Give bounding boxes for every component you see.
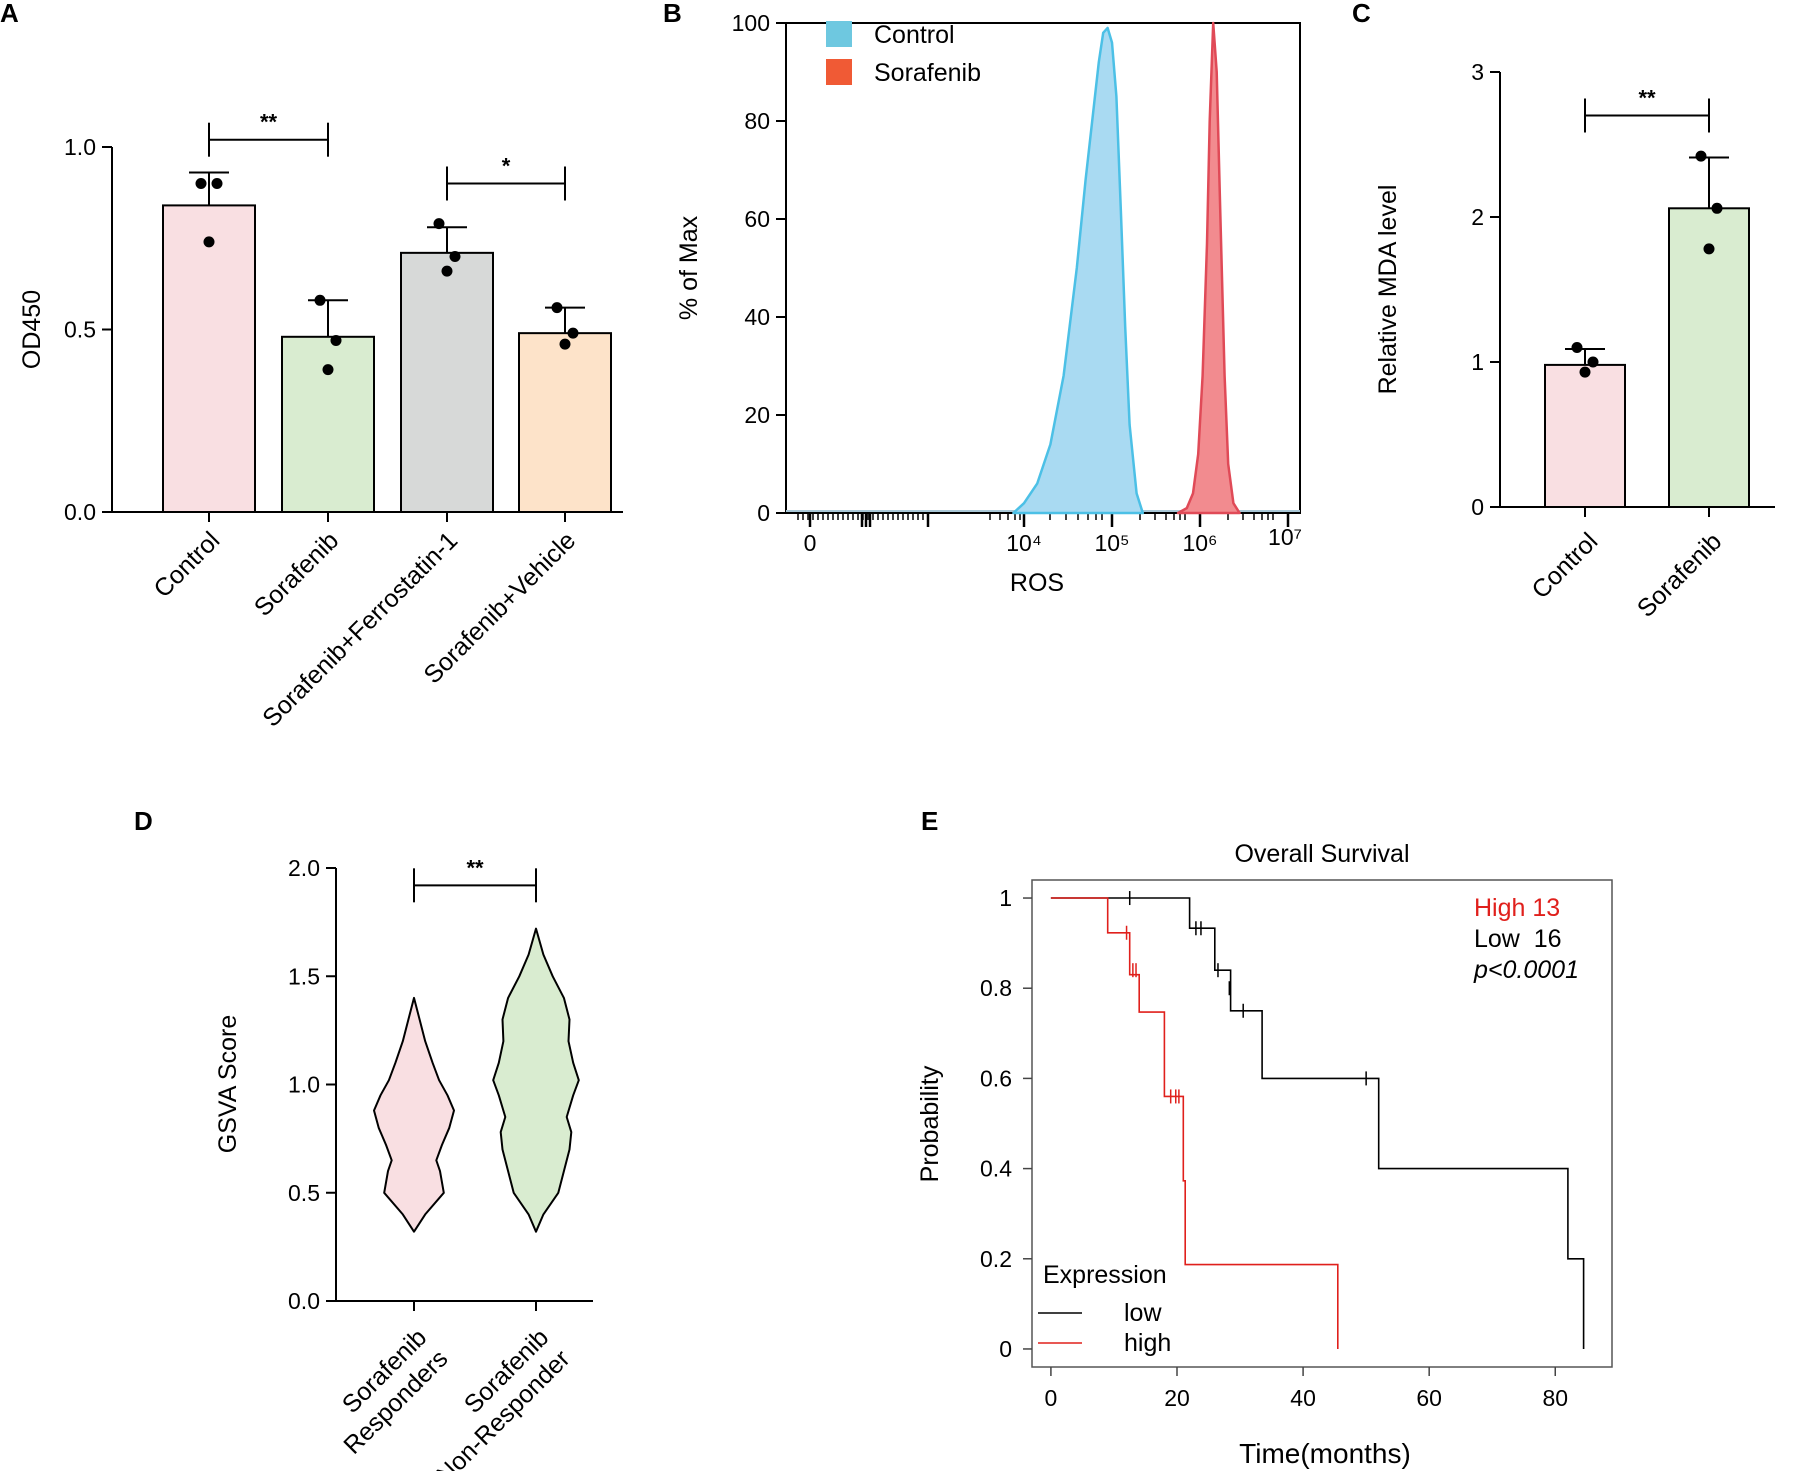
y-tick-label: 0.2 <box>980 1246 1012 1272</box>
panel-b-ros-histogram: B 0 20 40 60 80 100 % of Max 0 10⁴ 10⁵ 10⁶ 10⁷ ROS Con… <box>663 0 1302 597</box>
data-point <box>322 364 334 376</box>
y-tick-label: 80 <box>744 108 770 134</box>
significance-marker: ** <box>1638 86 1656 111</box>
x-tick-label: 0 <box>1045 1385 1058 1411</box>
data-point <box>551 302 563 314</box>
significance-marker: * <box>502 154 511 179</box>
y-tick-label: 1.0 <box>288 1072 320 1098</box>
violin-1 <box>492 927 580 1233</box>
legend-swatch <box>826 59 852 85</box>
violin-0 <box>373 996 455 1233</box>
y-axis-title: Relative MDA level <box>1374 185 1402 395</box>
x-tick-label: 10⁷ <box>1268 524 1302 550</box>
legend-label: Control <box>874 21 955 49</box>
data-point <box>1703 243 1715 255</box>
y-tick-label: 0.8 <box>980 975 1012 1001</box>
survival-curve-high <box>1050 897 1339 1349</box>
y-tick-label: 1.0 <box>64 134 96 160</box>
data-point <box>1695 150 1707 162</box>
y-tick-label: 2.0 <box>288 855 320 881</box>
data-point <box>330 334 342 346</box>
panel-label: D <box>134 806 153 836</box>
y-tick-label: 3 <box>1471 59 1484 85</box>
y-tick-label: 0.0 <box>64 499 96 525</box>
bar-1 <box>281 335 375 513</box>
data-point <box>567 327 579 339</box>
x-tick-label: 10⁴ <box>1006 530 1041 556</box>
x-tick-label: 60 <box>1416 1385 1442 1411</box>
data-point <box>559 338 571 350</box>
y-tick-label: 1.5 <box>288 963 320 989</box>
y-tick-label: 0.6 <box>980 1065 1012 1091</box>
y-tick-label: 40 <box>744 304 770 330</box>
data-point <box>203 236 215 248</box>
legend-label: low <box>1124 1299 1162 1327</box>
y-tick-label: 60 <box>744 206 770 232</box>
legend-swatch <box>826 21 852 47</box>
data-point <box>449 251 461 262</box>
legend-title: Expression <box>1043 1261 1167 1289</box>
data-point <box>1579 366 1591 378</box>
significance-marker: ** <box>466 855 484 880</box>
y-tick-label: 100 <box>732 10 770 36</box>
x-tick-label: 20 <box>1164 1385 1190 1411</box>
plot-frame <box>1031 879 1613 1368</box>
histogram-sorafenib <box>1176 21 1241 515</box>
y-axis-title: GSVA Score <box>214 1015 242 1154</box>
y-tick-label: 20 <box>744 402 770 428</box>
y-tick-label: 1 <box>1471 349 1484 375</box>
data-point <box>211 178 223 189</box>
data-point <box>314 294 326 306</box>
x-axis-title: ROS <box>1010 569 1064 597</box>
y-tick-label: 0.0 <box>288 1288 320 1314</box>
data-point <box>441 265 453 277</box>
y-tick-label: 0 <box>999 1336 1012 1362</box>
x-tick-label: 10⁵ <box>1094 530 1129 556</box>
chart-title: Overall Survival <box>1234 840 1409 868</box>
x-tick-label: 0 <box>804 530 817 556</box>
y-axis-title: % of Max <box>675 215 703 320</box>
x-tick-label: 80 <box>1542 1385 1568 1411</box>
y-tick-label: 2 <box>1471 204 1484 230</box>
y-tick-label: 0.4 <box>980 1156 1012 1182</box>
data-point <box>433 218 445 230</box>
panel-label: C <box>1352 0 1371 28</box>
histogram-control <box>1012 26 1145 515</box>
y-tick-label: 1 <box>999 885 1012 911</box>
annotation-text: Low 16 <box>1474 925 1562 953</box>
data-point <box>195 178 207 189</box>
data-point <box>1571 342 1583 353</box>
annotation-text: p<0.0001 <box>1473 956 1579 984</box>
y-tick-label: 0 <box>1471 494 1484 520</box>
panel-label: A <box>0 0 19 28</box>
survival-curve-low <box>1050 897 1585 1349</box>
legend-label: high <box>1124 1329 1171 1357</box>
data-point <box>1587 356 1599 368</box>
significance-marker: ** <box>260 110 278 135</box>
annotation-text: High 13 <box>1474 894 1560 922</box>
panel-label: B <box>663 0 682 28</box>
panel-label: E <box>921 806 938 836</box>
bar-2 <box>400 251 494 513</box>
x-tick-label: 10⁶ <box>1182 530 1217 556</box>
y-tick-label: 0.5 <box>288 1180 320 1206</box>
bar-0 <box>1544 363 1626 508</box>
x-tick-label: 40 <box>1290 1385 1316 1411</box>
y-tick-label: 0.5 <box>64 317 96 343</box>
y-axis-title: OD450 <box>18 290 46 369</box>
panel-e-overall-survival-plot: E Overall Survival 0 0.2 0.4 0.6 0.8 1 0 20 40 60 80… <box>916 806 1613 1469</box>
y-tick-label: 0 <box>757 500 770 526</box>
data-point <box>1711 202 1723 214</box>
y-axis-title: Probability <box>916 1065 944 1182</box>
bar-0 <box>162 204 256 513</box>
legend-label: Sorafenib <box>874 59 981 87</box>
x-axis-title: Time(months) <box>1239 1438 1411 1469</box>
bar-3 <box>518 332 612 513</box>
